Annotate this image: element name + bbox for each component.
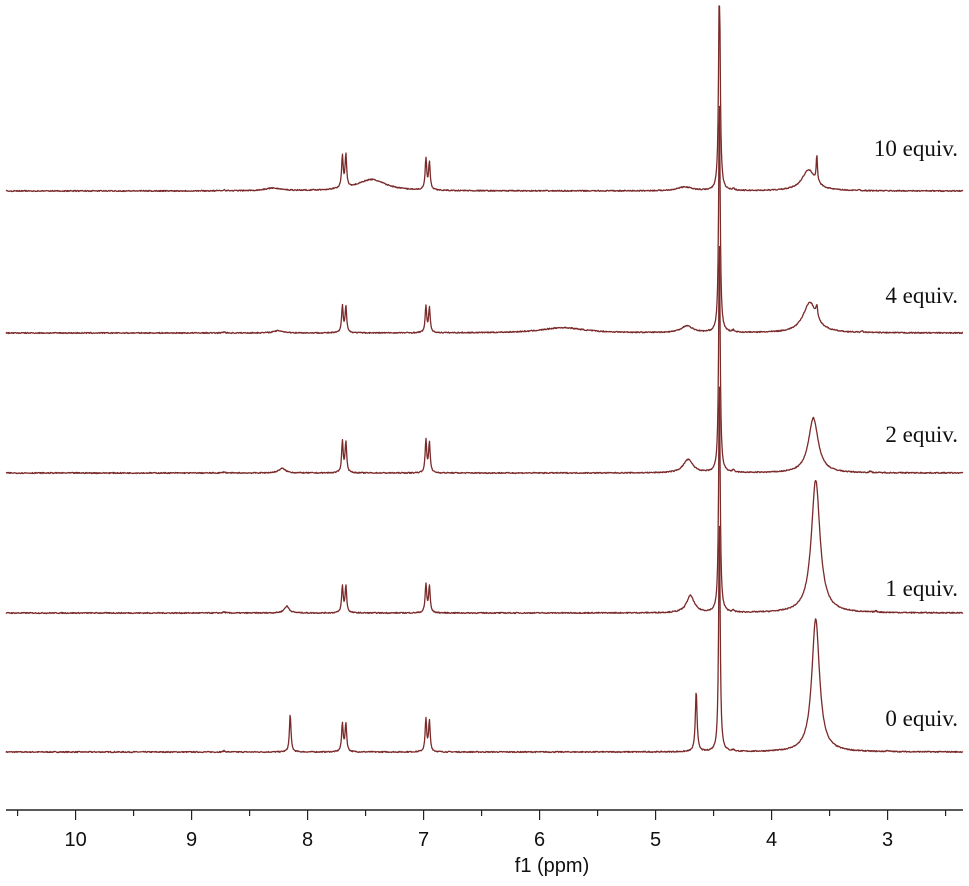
x-tick-label: 10	[64, 829, 86, 851]
series-label: 2 equiv.	[885, 422, 958, 447]
spectrum-trace	[5, 105, 964, 335]
series-labels: 0 equiv. 1 equiv. 2 equiv. 4 equiv. 10 equiv…	[874, 136, 958, 731]
x-tick-label: 5	[650, 829, 661, 851]
x-tick-label: 6	[534, 829, 545, 851]
x-axis-title: f1 (ppm)	[515, 855, 589, 877]
spectrum-trace	[5, 386, 964, 615]
series-label: 10 equiv.	[874, 136, 958, 161]
x-tick-label: 7	[418, 829, 429, 851]
spectrum-trace	[5, 245, 964, 475]
x-tick-label: 3	[882, 829, 893, 851]
spectrum-trace	[5, 525, 964, 754]
x-tick-label: 9	[186, 829, 197, 851]
x-axis-ticks: 10 9 8 7 6 5 4 3	[17, 810, 947, 851]
x-axis: 10 9 8 7 6 5 4 3 f1 (ppm)	[6, 809, 963, 877]
spectra-traces	[5, 5, 964, 754]
spectrum-trace	[5, 5, 964, 193]
series-label: 0 equiv.	[885, 706, 958, 731]
x-tick-label: 8	[302, 829, 313, 851]
series-label: 1 equiv.	[885, 576, 958, 601]
series-label: 4 equiv.	[885, 283, 958, 308]
x-tick-label: 4	[766, 829, 777, 851]
